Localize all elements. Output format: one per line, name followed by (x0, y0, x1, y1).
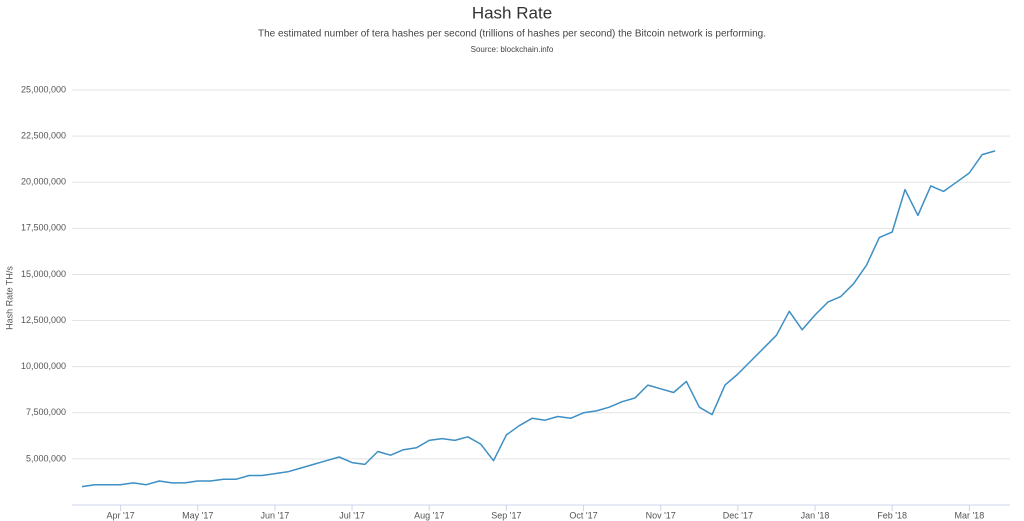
y-tick-label: 25,000,000 (21, 84, 66, 94)
x-tick-label: Nov '17 (646, 510, 676, 520)
data-line (81, 150, 996, 488)
y-tick-label: 17,500,000 (21, 223, 66, 233)
x-tick-label: Feb '18 (877, 510, 907, 520)
y-tick-label: 15,000,000 (21, 269, 66, 279)
y-axis-label: Hash Rate TH/s (4, 266, 14, 330)
x-tick-label: Dec '17 (723, 510, 753, 520)
y-tick-label: 20,000,000 (21, 177, 66, 187)
y-tick-label: 7,500,000 (26, 407, 66, 417)
chart-subtitle: The estimated number of tera hashes per … (258, 29, 766, 40)
y-tick-label: 5,000,000 (26, 453, 66, 463)
x-tick-label: May '17 (182, 510, 213, 520)
x-tick-label: Jul '17 (339, 510, 365, 520)
x-tick-label: Sep '17 (491, 510, 521, 520)
x-tick-label: Oct '17 (569, 510, 597, 520)
x-tick-label: Jan '18 (801, 510, 830, 520)
y-tick-label: 10,000,000 (21, 361, 66, 371)
chart-source: Source: blockchain.info (471, 45, 554, 54)
y-tick-label: 22,500,000 (21, 130, 66, 140)
chart-title: Hash Rate (472, 3, 552, 22)
x-tick-label: Apr '17 (106, 510, 134, 520)
x-tick-label: Aug '17 (414, 510, 444, 520)
x-tick-label: Mar '18 (954, 510, 984, 520)
x-tick-label: Jun '17 (261, 510, 290, 520)
y-tick-label: 12,500,000 (21, 315, 66, 325)
